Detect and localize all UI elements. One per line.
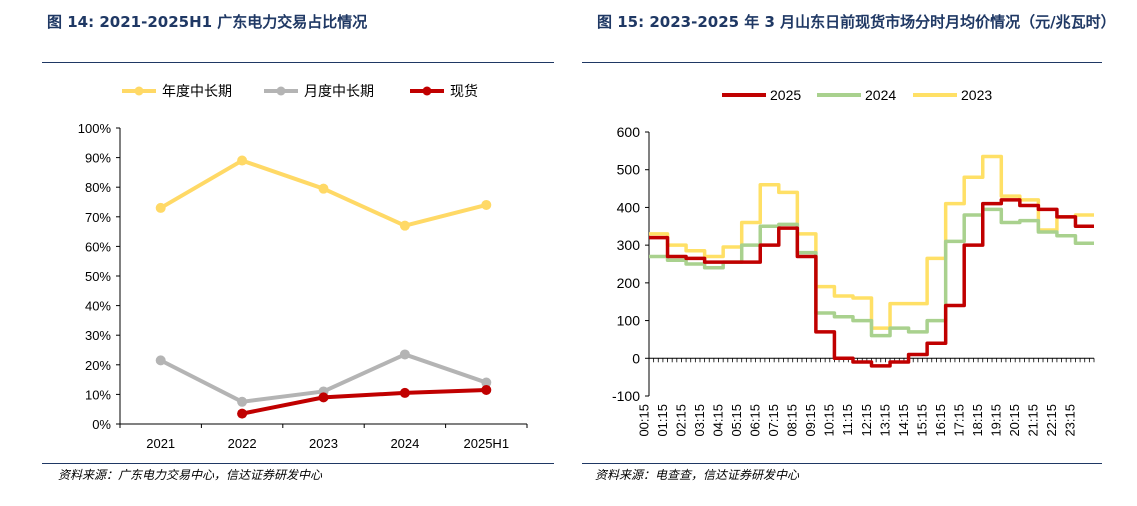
figure-title-text: 2021-2025H1 广东电力交易占比情况 (99, 13, 368, 31)
x-tick-label: 12:15 (859, 404, 874, 437)
x-tick-label: 05:15 (729, 404, 744, 437)
y-tick-label: 0 (632, 350, 640, 366)
y-tick-label: 30% (85, 328, 111, 343)
data-point (481, 384, 492, 395)
legend-label: 2023 (961, 87, 992, 103)
figure-title-text: 2023-2025 年 3 月山东日前现货市场分时月均价情况（元/兆瓦时） (649, 13, 1116, 31)
x-tick-label: 21:15 (1026, 404, 1041, 437)
data-point (481, 199, 492, 210)
x-tick-label: 11:15 (840, 404, 855, 436)
legend-label: 2024 (865, 87, 896, 103)
line-chart-share: 年度中长期 月度中长期 现货 0% 10% 20% 30% 40% 50% 60% 70% 80% 90… (78, 83, 528, 451)
y-tick-label: 500 (617, 162, 641, 178)
x-tick-label: 06:15 (748, 404, 763, 437)
legend-marker (134, 86, 144, 96)
legend-marker (422, 86, 432, 96)
data-point (237, 155, 248, 166)
x-tick-label: 16:15 (933, 404, 948, 437)
y-tick-label: 40% (85, 299, 111, 314)
figure-title-left: 图 14: 2021-2025H1 广东电力交易占比情况 (47, 12, 547, 33)
x-tick-label: 08:15 (785, 404, 800, 437)
legend-label: 现货 (450, 83, 478, 99)
series-line (241, 387, 487, 416)
x-tick-label: 01:15 (655, 404, 670, 437)
data-point (399, 349, 410, 360)
legend-marker (276, 86, 286, 96)
title-rule (582, 62, 1102, 63)
y-tick-label: 20% (85, 358, 111, 373)
title-rule (42, 62, 554, 63)
legend-label: 2025 (770, 87, 801, 103)
x-tick-label: 17:15 (951, 404, 966, 437)
y-tick-label: 80% (85, 180, 111, 195)
y-tick-label: 200 (617, 275, 641, 291)
y-tick-label: -100 (612, 388, 640, 404)
x-tick-label: 23:15 (1063, 404, 1078, 437)
data-point (155, 202, 166, 213)
x-tick-label: 03:15 (692, 404, 707, 437)
x-tick-label: 07:15 (766, 404, 781, 437)
y-tick-label: 50% (85, 269, 111, 284)
x-tick-label: 18:15 (970, 404, 985, 437)
x-tick-label: 09:15 (803, 404, 818, 437)
data-point (399, 220, 410, 231)
data-point (237, 396, 248, 407)
x-tick-label: 04:15 (710, 404, 725, 437)
chart-panel-left: 图 14: 2021-2025H1 广东电力交易占比情况 年度中长期 月度中长期 现… (0, 0, 560, 488)
x-tick-label: 2021 (146, 436, 175, 451)
y-tick-label: 90% (85, 151, 111, 166)
x-tick-label: 2025H1 (464, 436, 510, 451)
x-tick-label: 13:15 (877, 404, 892, 437)
data-point (481, 377, 492, 388)
chart-panel-right: 图 15: 2023-2025 年 3 月山东日前现货市场分时月均价情况（元/兆… (577, 0, 1137, 488)
y-tick-label: 0% (92, 417, 111, 432)
y-tick-label: 100 (617, 313, 641, 329)
data-point (155, 355, 166, 366)
data-point (237, 408, 248, 419)
x-tick-label: 02:15 (673, 404, 688, 437)
figure-title-right: 图 15: 2023-2025 年 3 月山东日前现货市场分时月均价情况（元/兆… (597, 12, 1132, 33)
data-point (318, 183, 329, 194)
y-tick-label: 10% (85, 387, 111, 402)
source-rule (582, 463, 1102, 464)
source-note-left: 资料来源：广东电力交易中心，信达证券研发中心 (58, 468, 323, 482)
x-tick-label: 2022 (228, 436, 257, 451)
line-chart-price: 2025 2024 2023 -100 0 100 200 300 400 500 600 00:15… (612, 87, 1095, 437)
legend-label: 月度中长期 (304, 83, 374, 99)
x-tick-label: 20:15 (1007, 404, 1022, 437)
x-tick-label: 2024 (390, 436, 419, 451)
legend-label: 年度中长期 (162, 83, 232, 99)
figure-label: 图 14: (47, 13, 95, 31)
x-tick-label: 15:15 (914, 404, 929, 437)
series-line (649, 198, 1094, 368)
x-tick-label: 14:15 (896, 404, 911, 437)
y-tick-label: 100% (78, 121, 112, 136)
y-tick-label: 600 (617, 124, 641, 140)
x-tick-label: 2023 (309, 436, 338, 451)
series-line (649, 154, 1094, 330)
y-tick-label: 70% (85, 210, 111, 225)
x-tick-label: 22:15 (1044, 404, 1059, 437)
y-tick-label: 400 (617, 199, 641, 215)
data-point (399, 387, 410, 398)
source-rule (42, 463, 554, 464)
figure-label: 图 15: (597, 13, 645, 31)
x-tick-label: 10:15 (822, 404, 837, 437)
y-tick-label: 60% (85, 239, 111, 254)
source-note-right: 资料来源：电查查，信达证券研发中心 (595, 468, 800, 482)
y-tick-label: 300 (617, 237, 641, 253)
x-tick-label: 19:15 (989, 404, 1004, 437)
x-tick-label: 00:15 (636, 404, 651, 437)
data-point (318, 392, 329, 403)
